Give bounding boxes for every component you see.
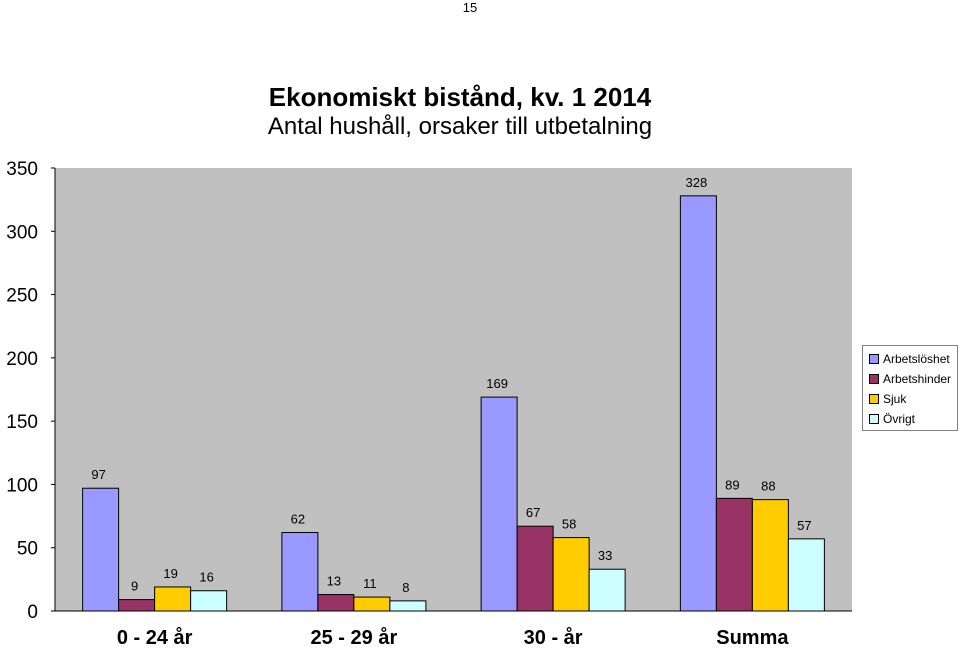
bar-arbetslöshet <box>480 396 518 612</box>
data-label: 97 <box>91 467 105 482</box>
y-tick-label: 0 <box>27 602 38 623</box>
data-label: 67 <box>526 505 540 520</box>
legend: Arbetslöshet Arbetshinder Sjuk Övrigt <box>862 345 958 431</box>
bar-övrigt <box>588 568 626 612</box>
chart-title: Ekonomiskt bistånd, kv. 1 2014 <box>268 82 652 112</box>
page-number: 15 <box>462 0 478 15</box>
x-category-label: Summa <box>716 627 789 648</box>
data-label: 16 <box>199 570 213 585</box>
y-axis-ticks: 0 50 100 150 200 250 300 350 <box>6 159 55 623</box>
data-label: 9 <box>131 579 138 594</box>
legend-swatch <box>869 414 879 424</box>
legend-item: Arbetslöshet <box>869 349 951 369</box>
data-label: 19 <box>163 566 177 581</box>
legend-swatch <box>869 394 879 404</box>
x-axis-labels: 0 - 24 år 25 - 29 år 30 - år Summa <box>117 626 790 648</box>
x-category-label: 0 - 24 år <box>117 626 193 648</box>
y-tick-label: 100 <box>6 475 38 496</box>
bar-sjuk <box>751 499 789 612</box>
legend-label: Arbetshinder <box>883 372 952 386</box>
bar-arbetshinder <box>317 594 355 612</box>
y-tick-label: 300 <box>6 222 38 243</box>
legend-label: Arbetslöshet <box>883 352 950 366</box>
data-label: 57 <box>797 518 811 533</box>
y-tick-label: 150 <box>6 412 38 433</box>
legend-item: Sjuk <box>869 389 951 409</box>
data-label: 89 <box>725 477 739 492</box>
bar-sjuk <box>154 586 192 612</box>
y-tick-label: 250 <box>6 286 38 307</box>
legend-item: Arbetshinder <box>869 369 951 389</box>
bar-arbetshinder <box>118 599 156 612</box>
bar-övrigt <box>190 590 228 612</box>
data-label: 8 <box>402 580 409 595</box>
legend-label: Övrigt <box>883 412 916 426</box>
data-label: 169 <box>486 376 508 391</box>
x-category-label: 25 - 29 år <box>311 626 398 648</box>
y-tick-label: 200 <box>6 349 38 370</box>
data-label: 58 <box>562 517 576 532</box>
data-label: 328 <box>686 175 708 190</box>
bar-arbetshinder <box>715 497 753 612</box>
bar-arbetslöshet <box>281 532 319 612</box>
data-label: 62 <box>291 512 305 527</box>
bar-arbetslöshet <box>679 195 717 612</box>
bar-övrigt <box>389 600 427 612</box>
x-category-label: 30 - år <box>524 626 583 648</box>
y-tick-label: 50 <box>17 539 38 560</box>
data-label: 11 <box>363 576 377 591</box>
legend-swatch <box>869 354 879 364</box>
bar-arbetslöshet <box>82 487 120 612</box>
bar-sjuk <box>552 537 590 612</box>
legend-swatch <box>869 374 879 384</box>
legend-item: Övrigt <box>869 409 951 429</box>
bar-övrigt <box>787 538 825 612</box>
data-label: 88 <box>761 479 775 494</box>
chart-subtitle: Antal hushåll, orsaker till utbetalning <box>267 113 653 140</box>
data-label: 33 <box>598 548 612 563</box>
data-label: 13 <box>327 574 341 589</box>
legend-label: Sjuk <box>883 392 907 406</box>
bar-arbetshinder <box>516 525 554 612</box>
bar-sjuk <box>353 596 391 612</box>
data-labels: 97 9 19 16 62 13 11 8 169 67 58 33 328 89 88 57 <box>91 175 811 595</box>
y-tick-label: 350 <box>6 159 38 180</box>
